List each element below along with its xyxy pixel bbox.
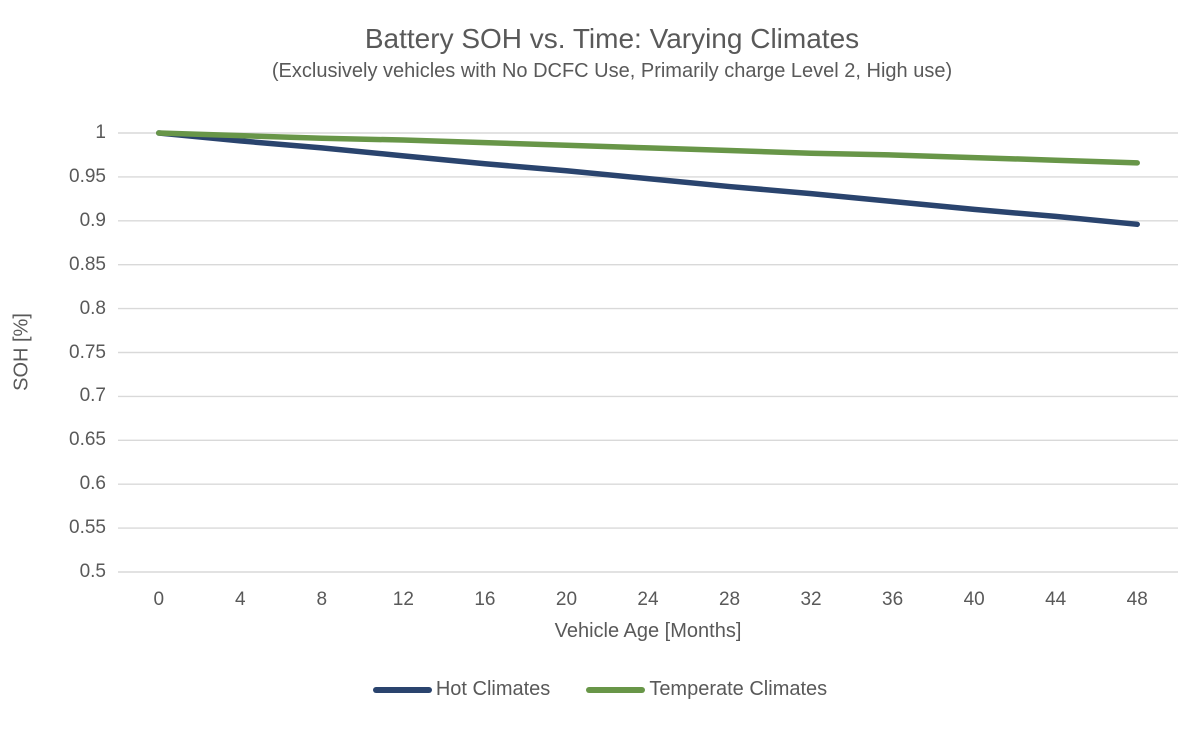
x-axis-title: Vehicle Age [Months] xyxy=(554,620,742,642)
chart-title: Battery SOH vs. Time: Varying Climates xyxy=(364,23,860,54)
legend-line-swatch-icon xyxy=(586,686,646,693)
legend-label: Hot Climates xyxy=(435,678,551,700)
y-tick-label: 0.9 xyxy=(79,209,106,231)
x-tick-label: 44 xyxy=(1045,589,1067,610)
y-tick-label: 0.65 xyxy=(69,429,106,451)
x-tick-label: 12 xyxy=(392,589,414,610)
x-tick-label: 20 xyxy=(555,589,578,610)
x-tick-label: 4 xyxy=(235,589,246,610)
y-tick-label: 0.6 xyxy=(79,473,106,495)
y-tick-label: 0.95 xyxy=(69,165,106,187)
x-tick-label: 8 xyxy=(316,589,328,610)
legend-label: Temperate Climates xyxy=(649,678,828,700)
x-tick-label: 32 xyxy=(800,589,822,610)
y-tick-label: 0.7 xyxy=(79,385,106,407)
legend-item-hot-climates: Hot Climates xyxy=(372,678,551,701)
y-tick-label: 0.85 xyxy=(69,253,106,275)
x-tick-label: 16 xyxy=(474,589,496,610)
y-tick-label: 0.75 xyxy=(69,341,106,363)
legend-item-temperate-climates: Temperate Climates xyxy=(586,678,827,701)
y-tick-label: 0.8 xyxy=(79,297,106,319)
x-tick-label: 28 xyxy=(718,589,741,610)
y-tick-label: 0.55 xyxy=(69,517,106,539)
x-tick-label: 40 xyxy=(963,589,985,610)
legend: Hot Climates Temperate Climates xyxy=(0,678,1200,701)
x-tick-label: 36 xyxy=(882,589,904,610)
legend-line-swatch-icon xyxy=(372,686,432,693)
y-tick-label: 1 xyxy=(95,122,106,143)
x-tick-label: 48 xyxy=(1126,589,1148,610)
series-line-hot-climates xyxy=(156,130,1140,228)
y-axis-title: SOH [%] xyxy=(10,313,33,391)
x-tick-label: 24 xyxy=(637,589,659,610)
y-tick-label: 0.5 xyxy=(79,561,106,582)
chart-subtitle: (Exclusively vehicles with No DCFC Use, … xyxy=(271,60,953,82)
x-tick-label: 0 xyxy=(153,589,165,610)
series-line-temperate-climates xyxy=(156,130,1140,166)
